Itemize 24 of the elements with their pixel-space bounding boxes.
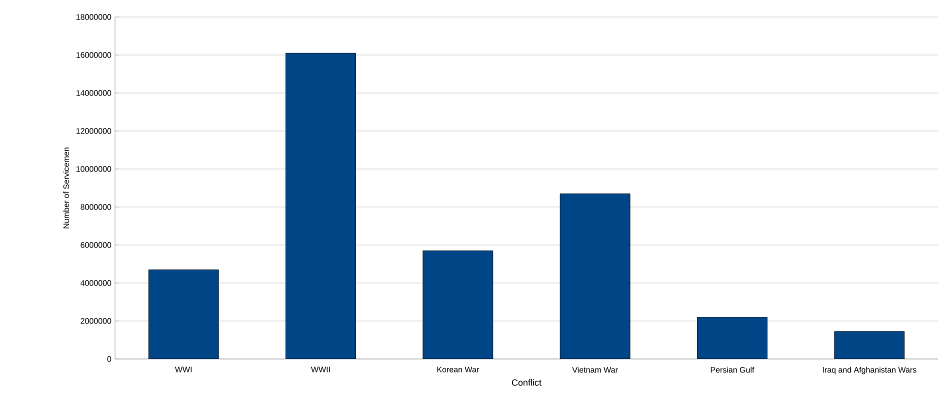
x-tick-label: Korean War: [437, 366, 479, 372]
y-tick-label: 10000000: [76, 166, 112, 172]
bar: [422, 250, 494, 359]
y-tick-label: 14000000: [76, 90, 112, 96]
bar: [560, 193, 630, 359]
x-tick-label: Vietnam War: [572, 366, 618, 373]
y-tick-label: 12000000: [76, 128, 112, 134]
x-axis-title: Conflict: [512, 379, 542, 386]
y-tick-label: 2000000: [80, 318, 112, 324]
bar: [697, 316, 768, 359]
y-tick-label: 18000000: [76, 14, 112, 20]
bar: [834, 331, 905, 359]
x-tick-label: Persian Gulf: [710, 366, 754, 373]
x-tick-label: Iraq and Afghanistan Wars: [822, 366, 916, 374]
y-tick-label: 8000000: [80, 204, 112, 210]
bar: [286, 52, 356, 359]
y-tick-label: 0: [107, 356, 112, 362]
y-axis-title: Number of Servicemen: [63, 148, 70, 228]
x-tick-label: WWII: [311, 366, 330, 372]
bar: [148, 269, 219, 359]
y-tick-label: 4000000: [80, 280, 112, 286]
y-tick-label: 6000000: [80, 242, 112, 248]
x-tick-label: WWI: [174, 366, 192, 372]
y-tick-label: 16000000: [76, 52, 112, 58]
